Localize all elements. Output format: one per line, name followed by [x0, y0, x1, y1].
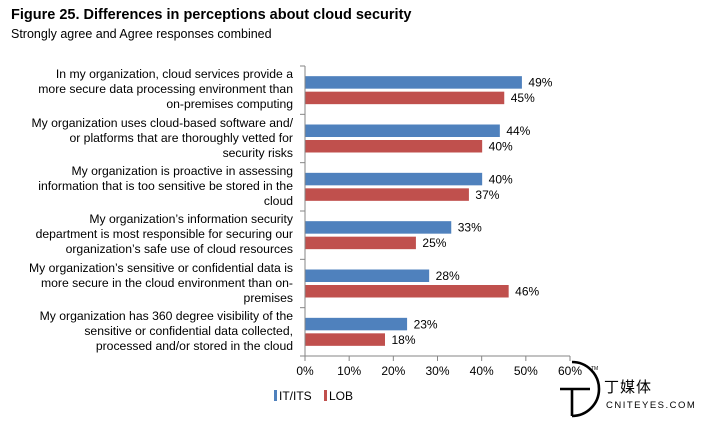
data-label-lob-5: 18% [392, 333, 416, 347]
category-label-1: My organization uses cloud-based softwar… [3, 116, 293, 161]
data-label-itits-4: 28% [436, 269, 460, 283]
category-label-line: department is most responsible for secur… [35, 227, 293, 242]
x-tick-label-10: 10% [337, 364, 361, 378]
bar-lob-1 [305, 140, 483, 153]
bar-lob-4 [305, 285, 509, 298]
chart-title: Figure 25. Differences in perceptions ab… [11, 7, 412, 23]
x-tick-label-60: 60% [558, 364, 582, 378]
category-label-line: more secure in the cloud environment tha… [40, 275, 293, 290]
data-label-itits-3: 33% [458, 221, 482, 235]
category-label-line: processed and/or stored in the cloud [95, 338, 293, 353]
watermark-cn-text: 丁媒体 [604, 379, 653, 396]
x-tick-label-0: 0% [296, 364, 314, 378]
bar-itits-2 [305, 172, 483, 186]
data-label-lob-3: 25% [422, 236, 446, 250]
category-label-3: My organization’s information security de… [3, 212, 293, 257]
category-label-line: cloud [263, 193, 293, 208]
category-label-line: My organization’s sensitive or confident… [29, 260, 293, 275]
legend-label-lob: LOB [329, 389, 354, 403]
category-label-line: or platforms that are thoroughly vetted … [69, 130, 293, 145]
chart-subtitle: Strongly agree and Agree responses combi… [11, 27, 272, 41]
x-tick-label-50: 50% [514, 364, 538, 378]
data-label-itits-2: 40% [489, 172, 513, 186]
category-label-line: My organization has 360 degree visibilit… [39, 308, 293, 323]
bar-lob-2 [305, 188, 469, 201]
category-label-line: more secure data processing environment … [38, 82, 293, 97]
data-label-lob-0: 45% [511, 91, 535, 105]
category-label-line: security risks [222, 145, 293, 160]
data-label-itits-5: 23% [414, 317, 438, 331]
category-label-line: My organization uses cloud-based softwar… [31, 115, 293, 130]
bar-itits-4 [305, 269, 430, 282]
category-label-5: My organization has 360 degree visibilit… [3, 309, 293, 354]
category-label-line: In my organization, cloud services provi… [55, 67, 293, 82]
legend-swatch-lob [324, 390, 327, 401]
bar-itits-1 [305, 124, 500, 137]
x-tick-label-40: 40% [470, 364, 494, 378]
data-label-itits-0: 49% [528, 76, 552, 90]
data-label-lob-2: 37% [475, 188, 499, 202]
category-label-0: In my organization, cloud services provi… [3, 67, 293, 112]
data-label-itits-1: 44% [506, 124, 530, 138]
data-label-lob-1: 40% [489, 140, 513, 154]
bar-itits-0 [305, 76, 522, 89]
x-tick-label-30: 30% [425, 364, 449, 378]
legend-item-it: IT/ITS [274, 389, 312, 403]
category-label-line: information that is too sensitive be sto… [38, 178, 293, 193]
bar-itits-5 [305, 317, 408, 331]
watermark-en-text: CNITEYES.COM [606, 400, 697, 411]
category-label-line: sensitive or confidential data collected… [84, 323, 293, 338]
category-label-line: on-premises computing [166, 97, 293, 112]
data-label-lob-4: 46% [515, 285, 539, 299]
category-label-line: My organization’s information security [89, 212, 293, 227]
legend-item-lob: LOB [324, 389, 353, 403]
bar-lob-0 [305, 91, 505, 105]
legend-swatch-it [274, 390, 277, 401]
category-label-line: premises [243, 290, 293, 305]
category-label-line: organization’s safe use of cloud resourc… [65, 242, 293, 257]
x-tick-label-20: 20% [381, 364, 405, 378]
cniteyes-logo [560, 360, 601, 418]
category-label-2: My organization is proactive in assessin… [3, 164, 293, 209]
bar-lob-3 [305, 236, 416, 250]
bar-lob-5 [305, 333, 385, 346]
category-label-4: My organization’s sensitive or confident… [3, 261, 293, 306]
legend-label-it: IT/ITS [279, 389, 312, 403]
watermark-tm: TM [591, 366, 599, 372]
bar-itits-3 [305, 221, 452, 234]
category-label-line: My organization is proactive in assessin… [71, 163, 293, 178]
